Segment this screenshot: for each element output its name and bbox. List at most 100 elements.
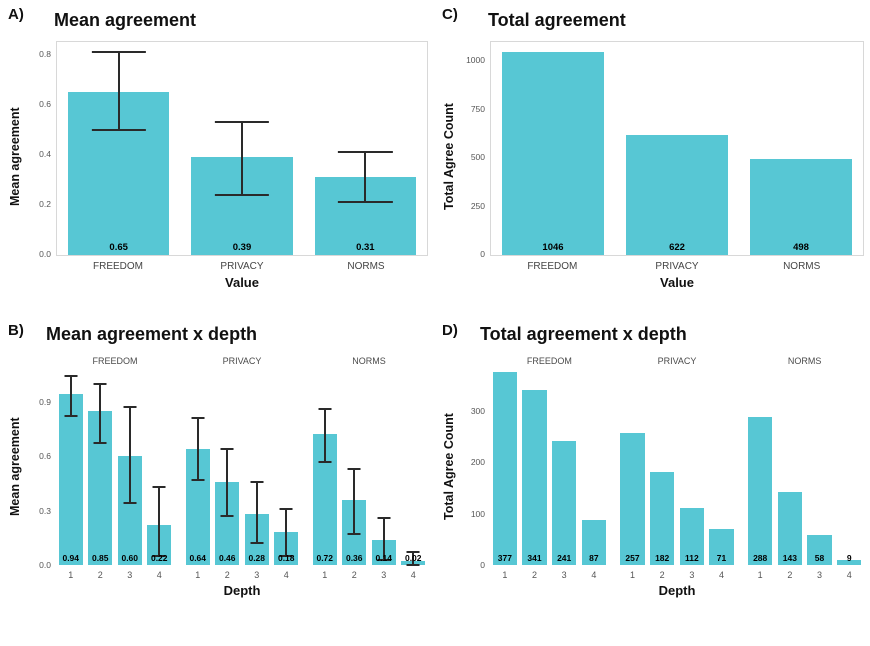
bar-value-label: 0.02 [404,553,422,563]
bar-value-label: 0.39 [232,242,252,253]
bar [626,134,728,255]
error-bar-cap [377,558,391,561]
bar-slot: 377 [490,369,520,565]
panel-b-label: B) [8,322,24,339]
x-tick-row: FREEDOM PRIVACY NORMS [490,256,864,272]
bar-slot: 0.46 [213,369,243,565]
bar-value-label: 1046 [542,242,564,253]
error-bar [353,468,356,535]
y-tick-label: 0 [480,560,485,570]
plot-area: 1046 622 498 [490,41,864,256]
chart-d-title: Total agreement x depth [480,324,687,344]
x-tick-row: 1 2 3 4 [490,565,609,580]
bar-slot: 0.18 [272,369,302,565]
x-tick-row: 1 2 3 4 [183,565,301,580]
facet-strip-label: PRIVACY [657,356,697,366]
bar-value-label: 0.64 [189,553,207,563]
x-tick-label: 1 [630,570,636,580]
facet: NORMS 288 143 58 9 1 2 3 4 [745,353,864,580]
y-tick-label: 0.4 [39,148,51,159]
facet: FREEDOM 0.94 0.85 0.60 0.22 1 2 3 4 [56,353,174,580]
error-bar-cap [347,467,361,470]
facet: PRIVACY 257 182 112 71 1 2 3 4 [618,353,737,580]
y-tick-label: 0.2 [39,198,51,209]
chart-b-y-axis-title: Mean agreement [8,417,22,516]
error-bar-cap [377,516,391,519]
y-tick-label: 300 [470,406,485,417]
x-tick-row: 1 2 3 4 [745,565,864,580]
bar-slot: 0.36 [340,369,370,565]
x-tick-label: 3 [689,570,695,580]
chart-b-title: Mean agreement x depth [46,324,258,344]
error-bar-cap [250,480,264,483]
bar-value-label: 9 [846,553,852,563]
error-bar-cap [220,447,234,450]
error-bar-cap [93,442,107,445]
x-tick-row: 1 2 3 4 [618,565,737,580]
bar-value-label: 0.22 [150,553,168,563]
bar-slot: 9 [834,369,864,565]
bar-value-label: 0.14 [375,553,393,563]
bar-value-label: 87 [589,553,599,563]
y-tick-label: 200 [470,457,485,468]
bar-value-label: 0.31 [356,242,375,253]
x-tick-label: 4 [283,570,289,580]
chart-d-x-axis-title: Depth [658,583,696,598]
bar [748,417,773,565]
error-bar-cap [93,382,107,385]
bar-slot: 0.02 [399,369,429,566]
panel-a-label: A) [8,6,24,23]
error-bar-cap [91,51,146,54]
panel-d: D) Total agreement x depth Total Agree C… [440,320,864,642]
bar-slot: 0.22 [145,369,175,565]
error-bar-cap [318,460,332,463]
bar-slot: 0.94 [56,369,86,565]
bar-slot: 0.72 [310,369,340,565]
bar-slot: 0.64 [183,369,213,565]
y-tick-label: 0.0 [39,249,51,259]
x-tick-label: 2 [224,570,230,580]
bar-slot: 341 [520,369,550,565]
bar [709,528,734,565]
chart-a-x-axis-title: Value [225,275,259,290]
facet-strip-label: NORMS [787,356,822,366]
chart-d-y-axis-title: Total Agree Count [442,413,456,520]
bar-value-label: 0.18 [277,553,295,563]
x-tick-label: PRIVACY [220,261,264,272]
bar-value-label: 0.94 [62,553,80,563]
bar-slot: 0.85 [86,369,116,565]
bar [522,390,547,565]
bar-value-label: 182 [655,553,670,563]
x-tick-label: 2 [97,570,103,580]
facet: 1046 622 498 FREEDOM PRIVACY NORMS [490,41,864,272]
bar-slot: 182 [647,369,677,565]
error-bar-cap [152,485,166,488]
bar [750,158,852,255]
bar [679,507,704,565]
x-tick-label: 3 [561,570,567,580]
y-tick-label: 0.3 [39,505,51,516]
bar-slot: 241 [549,369,579,565]
y-tick-label: 500 [470,152,485,163]
bar-slot: 0.28 [242,369,272,565]
x-tick-label: 2 [787,570,793,580]
x-tick-label: 4 [846,570,852,580]
error-bar-cap [214,193,270,196]
error-bar-cap [214,121,270,124]
bar [492,371,517,565]
x-tick-label: 4 [719,570,725,580]
chart-b-body: Mean agreement 0.0 0.3 0.6 0.9 FREEDOM 0.94 0… [6,353,428,580]
y-tick-label: 0.6 [39,451,51,462]
error-bar-cap [347,533,361,536]
chart-a-body: Mean agreement 0.0 0.2 0.4 0.6 0.8 0.65 0.39 0… [6,41,428,272]
bar-value-label: 288 [753,553,768,563]
error-bar [99,383,102,444]
error-bar [240,122,243,195]
chart-c-title: Total agreement [488,10,626,30]
y-tick-label: 0.6 [39,98,51,109]
y-tick-label: 0.0 [39,560,51,570]
bar-slot: 498 [739,42,863,255]
x-tick-label: 1 [757,570,763,580]
error-bar-cap [406,551,420,554]
x-tick-row: 1 2 3 4 [310,565,428,580]
